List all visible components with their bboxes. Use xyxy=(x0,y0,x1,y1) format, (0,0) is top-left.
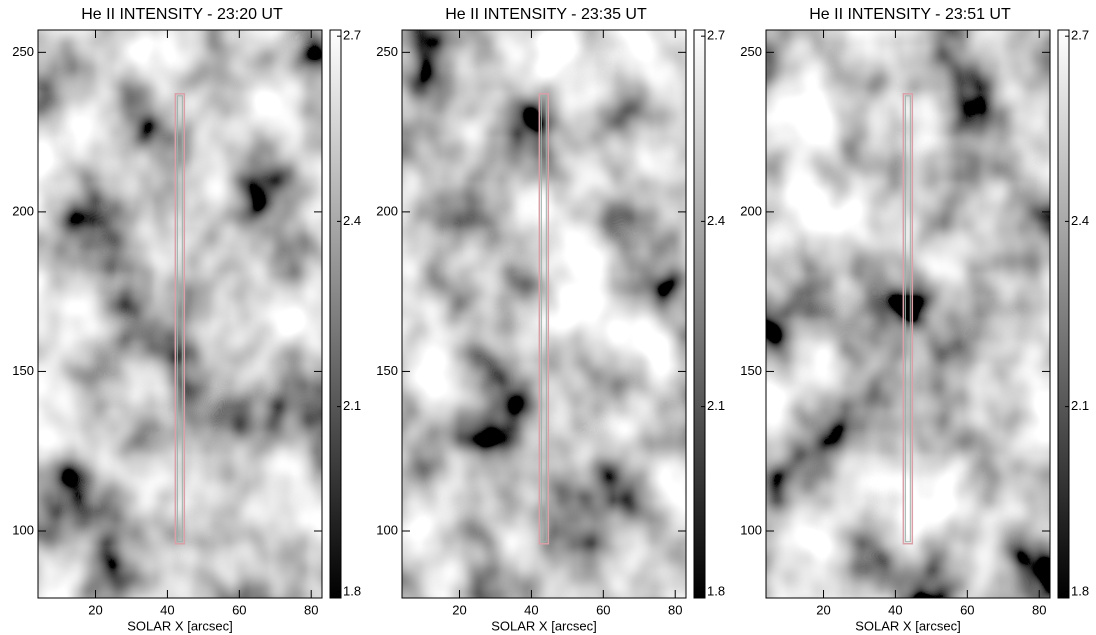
colorbar xyxy=(329,29,342,599)
slit-inner xyxy=(540,95,547,543)
plot-frame xyxy=(37,29,323,599)
panel-title: He II INTENSITY - 23:35 UT xyxy=(445,6,647,23)
colorbar-tick-label: 1.8 xyxy=(1071,583,1089,598)
colorbar-tick-label: 2.4 xyxy=(1071,213,1089,228)
y-tick-label: 200 xyxy=(12,203,34,218)
y-tick-label: 100 xyxy=(12,522,34,537)
slit-inner xyxy=(904,95,911,543)
x-tick-label: 80 xyxy=(1032,602,1046,617)
colorbar-tick-label: 1.8 xyxy=(343,583,361,598)
intensity-image xyxy=(38,30,322,598)
y-tick-label: 250 xyxy=(740,44,762,59)
y-tick-label: 150 xyxy=(740,363,762,378)
colorbar-tick-label: 2.4 xyxy=(707,213,725,228)
x-tick-label: 40 xyxy=(524,602,538,617)
x-tick-label: 60 xyxy=(960,602,974,617)
plot-frame xyxy=(765,29,1051,599)
panel-title: He II INTENSITY - 23:20 UT xyxy=(81,6,283,23)
y-tick-label: 250 xyxy=(12,44,34,59)
slit-inner xyxy=(176,95,183,543)
colorbar-tick-label: 2.1 xyxy=(707,398,725,413)
colorbar-tick-label: 2.1 xyxy=(1071,398,1089,413)
x-tick-label: 40 xyxy=(160,602,174,617)
y-tick-label: 250 xyxy=(376,44,398,59)
x-tick-label: 80 xyxy=(668,602,682,617)
colorbar xyxy=(1057,29,1070,599)
x-tick-label: 20 xyxy=(816,602,830,617)
y-tick-label: 200 xyxy=(376,203,398,218)
x-axis-label: SOLAR X [arcsec] xyxy=(855,618,960,633)
y-tick-label: 100 xyxy=(376,522,398,537)
colorbar-tick-label: 2.7 xyxy=(343,28,361,43)
colorbar-tick-label: 2.4 xyxy=(343,213,361,228)
slit xyxy=(902,93,914,545)
y-tick-label: 150 xyxy=(12,363,34,378)
x-tick-label: 60 xyxy=(596,602,610,617)
plot-frame xyxy=(401,29,687,599)
x-tick-label: 20 xyxy=(88,602,102,617)
x-tick-label: 20 xyxy=(452,602,466,617)
panel-title: He II INTENSITY - 23:51 UT xyxy=(809,6,1011,23)
y-tick-label: 150 xyxy=(376,363,398,378)
colorbar-tick-label: 2.7 xyxy=(707,28,725,43)
x-tick-label: 60 xyxy=(232,602,246,617)
intensity-image xyxy=(766,30,1050,598)
y-tick-label: 100 xyxy=(740,522,762,537)
colorbar xyxy=(693,29,706,599)
x-tick-label: 80 xyxy=(304,602,318,617)
slit xyxy=(174,93,186,545)
intensity-image xyxy=(402,30,686,598)
x-tick-label: 40 xyxy=(888,602,902,617)
x-axis-label: SOLAR X [arcsec] xyxy=(127,618,232,633)
colorbar-tick-label: 1.8 xyxy=(707,583,725,598)
x-axis-label: SOLAR X [arcsec] xyxy=(491,618,596,633)
slit xyxy=(538,93,550,545)
colorbar-tick-label: 2.1 xyxy=(343,398,361,413)
colorbar-tick-label: 2.7 xyxy=(1071,28,1089,43)
y-tick-label: 200 xyxy=(740,203,762,218)
